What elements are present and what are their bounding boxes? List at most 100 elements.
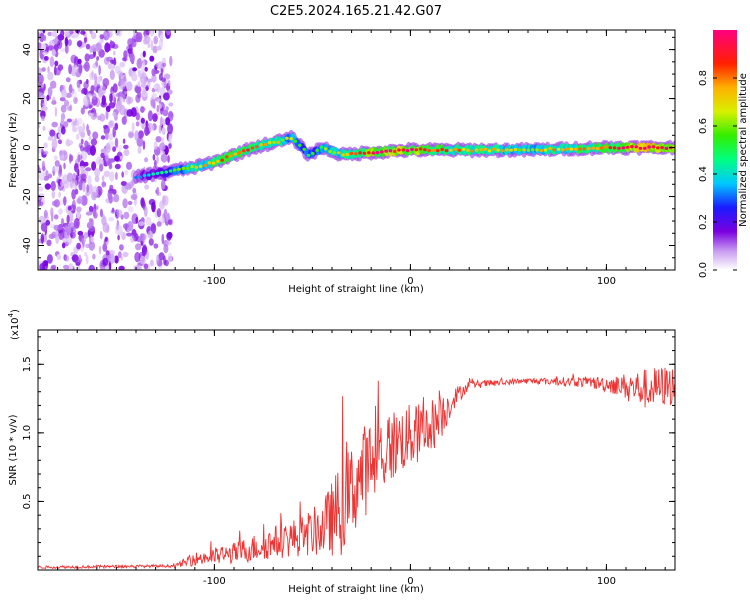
noise-speck <box>158 103 162 109</box>
ridge-core <box>535 148 539 152</box>
noise-speck <box>75 261 81 266</box>
noise-speck <box>99 34 105 40</box>
ridge-core <box>561 148 565 152</box>
noise-speck <box>91 161 97 171</box>
noise-speck <box>122 223 129 229</box>
ridge-core <box>190 165 194 169</box>
ridge-core <box>259 143 263 147</box>
noise-speck <box>147 230 154 239</box>
noise-speck <box>102 257 109 266</box>
noise-speck <box>160 116 163 127</box>
noise-speck <box>128 43 133 55</box>
noise-speck <box>73 96 78 105</box>
noise-speck <box>47 86 53 97</box>
noise-speck <box>115 225 119 231</box>
noise-speck <box>46 239 52 246</box>
noise-speck <box>81 237 86 243</box>
noise-speck <box>116 144 123 152</box>
noise-speck <box>141 91 148 98</box>
ridge-core <box>578 147 582 151</box>
colorbar-tick-label: 0.0 <box>698 262 709 278</box>
ridge-core <box>539 148 544 153</box>
noise-speck <box>130 235 135 243</box>
ridge-core <box>211 161 216 165</box>
ridge-core <box>384 149 388 153</box>
noise-speck <box>105 250 110 256</box>
spectrogram-ticks: -100 0 100 -40 -20 0 20 40 <box>22 30 675 287</box>
noise-speck <box>64 225 68 233</box>
noise-speck <box>96 56 99 61</box>
noise-speck <box>85 43 91 50</box>
noise-speck <box>101 180 106 188</box>
ridge-core <box>285 136 289 140</box>
noise-speck <box>150 40 154 51</box>
colorbar-tick-label: 0.4 <box>698 166 709 182</box>
colorbar-tick-label: 0.8 <box>698 70 709 86</box>
noise-speck <box>150 30 154 37</box>
ridge-core <box>138 175 143 179</box>
noise-speck <box>43 175 49 181</box>
colorbar-label: Normalized spectral amplitude <box>738 73 749 227</box>
ridge-core <box>414 148 419 152</box>
noise-speck <box>115 172 118 180</box>
noise-speck <box>72 126 78 133</box>
noise-speck <box>76 242 81 250</box>
colorbar: 0.0 0.2 0.4 0.6 0.8 Normalized spectral ampl… <box>698 30 749 278</box>
noise-speck <box>99 163 104 172</box>
noise-speck <box>163 73 171 80</box>
noise-speck <box>142 59 146 69</box>
noise-speck <box>155 136 162 143</box>
noise-speck <box>95 60 98 67</box>
ridge-core <box>341 153 345 157</box>
noise-speck <box>129 52 135 64</box>
noise-speck <box>97 76 101 85</box>
ridge-core <box>142 173 147 178</box>
snr-scale-exponent: 4 <box>7 312 15 317</box>
noise-speck <box>43 142 48 149</box>
noise-speck <box>108 194 113 204</box>
noise-speck <box>109 39 113 48</box>
noise-speck <box>151 73 157 83</box>
ridge-core <box>168 169 173 173</box>
noise-speck <box>63 121 69 128</box>
noise-speck <box>78 125 83 136</box>
noise-speck <box>83 61 90 72</box>
snr-y-tick-label: 1.0 <box>22 425 33 441</box>
ridge-core <box>427 149 432 153</box>
noise-speck <box>102 222 110 233</box>
noise-speck <box>76 40 83 47</box>
noise-speck <box>77 265 81 270</box>
noise-speck <box>144 126 150 136</box>
noise-speck <box>167 80 171 87</box>
snr-scale-prefix: (x10 <box>10 317 21 340</box>
noise-speck <box>76 210 80 219</box>
noise-speck <box>64 44 69 54</box>
ridge-core <box>518 148 522 152</box>
ridge-core <box>216 159 220 163</box>
noise-speck <box>163 244 169 254</box>
noise-speck <box>114 30 121 36</box>
noise-speck <box>65 77 71 83</box>
ridge-core <box>405 149 410 153</box>
noise-speck <box>42 30 46 34</box>
noise-speck <box>92 253 96 260</box>
spectrogram-x-tick-label: -100 <box>203 276 226 287</box>
noise-speck <box>88 104 92 109</box>
noise-speck <box>88 218 93 223</box>
noise-speck <box>131 72 138 82</box>
noise-speck <box>159 142 166 151</box>
noise-speck <box>61 89 68 98</box>
ridge-core <box>625 145 630 149</box>
noise-speck <box>42 125 46 132</box>
ridge-core <box>440 147 445 151</box>
noise-speck <box>132 67 138 72</box>
noise-speck <box>145 216 152 226</box>
ridge-core <box>375 151 380 155</box>
noise-speck <box>54 160 60 168</box>
ridge-core <box>496 148 501 152</box>
noise-speck <box>154 159 157 168</box>
noise-speck <box>76 80 81 88</box>
noise-speck <box>112 112 117 117</box>
noise-speck <box>51 48 56 57</box>
